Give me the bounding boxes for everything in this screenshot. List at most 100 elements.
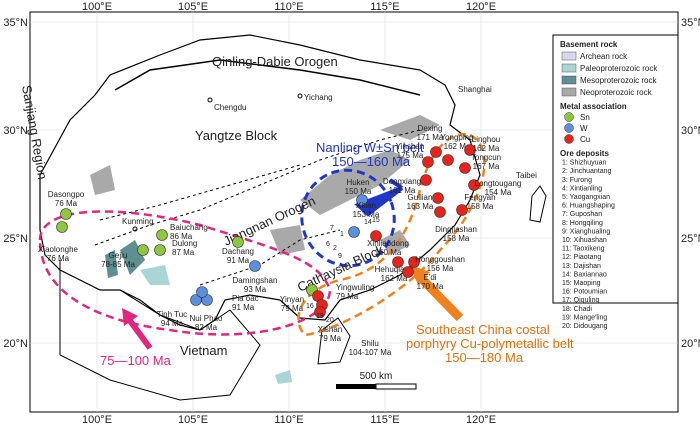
deposit-marker xyxy=(464,144,476,156)
deposit-marker xyxy=(232,236,244,248)
rock-patch xyxy=(105,250,118,278)
deposit-marker xyxy=(60,208,72,220)
place-label: Kunming xyxy=(122,217,154,226)
lon-tick-label: 120°E xyxy=(466,1,496,13)
deposit-name: Huken xyxy=(346,178,369,187)
deposit-name: Hehuqiang xyxy=(375,265,414,274)
place-label: Taibei xyxy=(516,171,537,180)
deposit-age: 76 Ma xyxy=(47,254,70,263)
deposit-name: Pia oac xyxy=(232,294,259,303)
legend-label: Mesoproterozoic rock xyxy=(580,76,657,85)
legend-label: 16: Potoumian xyxy=(562,289,607,296)
paleoproterozoic-patches xyxy=(140,265,292,384)
deposit-marker xyxy=(314,306,326,318)
deposit-name: Tongcun xyxy=(471,153,501,162)
legend-marker xyxy=(564,112,574,122)
coastal-arrow xyxy=(414,271,464,322)
legend-title: Basement rock xyxy=(560,40,618,49)
deposit-marker xyxy=(422,156,434,168)
legend-label: 18: Chadi xyxy=(562,306,592,313)
cluster-number: 19 xyxy=(316,313,324,320)
cluster-number: 6 xyxy=(326,241,330,248)
deposit-marker xyxy=(408,256,420,268)
deposit-marker xyxy=(154,244,166,256)
legend-label: Archean rock xyxy=(580,52,628,61)
lat-tick-label: 25°N xyxy=(3,233,28,245)
cluster-number: 15 xyxy=(372,217,380,224)
deposit-marker xyxy=(392,256,404,268)
deposit-name: Yingwuling xyxy=(336,283,374,292)
western-arrow xyxy=(125,316,153,350)
deposit-name: Dingjiashan xyxy=(435,225,477,234)
deposit-age: 94 Ma xyxy=(161,319,184,328)
nanling-arrow xyxy=(354,178,404,217)
deposit-name: Linghou xyxy=(472,135,500,144)
legend-label: Sn xyxy=(580,113,590,122)
nanling-belt xyxy=(300,168,396,268)
fault-line xyxy=(199,229,341,286)
deposit-marker xyxy=(456,204,468,216)
deposit-age: 170 Ma xyxy=(417,282,444,291)
deposit-name: Yongping xyxy=(440,133,473,142)
western-belt xyxy=(38,210,332,336)
deposit-name: Dongxiang xyxy=(383,177,421,186)
city-dot xyxy=(207,97,213,103)
legend-label: 10: Xihuashan xyxy=(562,237,607,244)
lon-tick-label: 120°E xyxy=(466,414,496,425)
deposit-name: Xitian xyxy=(356,201,376,210)
lon-tick-label: 105°E xyxy=(178,414,208,425)
deposit-age: 82 Ma xyxy=(195,323,218,332)
deposit-age: 150 Ma xyxy=(345,187,372,196)
belt-age: 75—100 Ma xyxy=(100,353,172,368)
deposit-name: Xiaolonghe xyxy=(38,245,79,254)
qinling-suture xyxy=(114,59,421,96)
deposit-age: 87 Ma xyxy=(172,248,195,257)
place-label: Chengdu xyxy=(214,103,246,112)
deposit-age: 171 Ma xyxy=(417,133,444,142)
deposit-marker xyxy=(137,244,149,256)
deposit-age: 104-107 Ma xyxy=(349,348,392,357)
rock-patch xyxy=(90,165,115,195)
fault-line xyxy=(99,164,301,221)
deposit-name: Xinliaodong xyxy=(367,239,409,248)
cluster-number: 16 xyxy=(306,303,314,310)
deposit-marker xyxy=(56,221,68,233)
deposit-name: Gejiu xyxy=(109,251,128,260)
deposit-age: 91 Ma xyxy=(232,303,255,312)
legend-label: 20: Didougang xyxy=(562,323,608,330)
deposit-name: Nui Phao xyxy=(190,314,223,323)
legend-title: Ore deposits xyxy=(560,149,609,158)
legend-label: 5: Yaogangxian xyxy=(562,194,610,201)
cluster-number: 1 xyxy=(340,231,344,238)
cluster-number: 9 xyxy=(338,253,342,260)
rock-patch xyxy=(140,265,170,285)
legend-label: 8: Hongqiling xyxy=(562,220,603,227)
legend: Basement rock Archean rock Paleoproterozoi… xyxy=(552,34,679,330)
deposit-age: 93 Ma xyxy=(244,285,267,294)
lat-tick-label: 30°N xyxy=(3,125,28,137)
legend-label: W xyxy=(580,124,588,133)
legend-title: Metal association xyxy=(560,102,627,111)
deposit-age: 158 Ma xyxy=(467,202,494,211)
legend-swatch xyxy=(561,63,577,73)
lat-tick-label: 25°N xyxy=(681,233,700,245)
lat-tick-label: 35°N xyxy=(3,17,28,29)
deposit-name: Honggoushan xyxy=(415,255,465,264)
lon-tick-label: 100°E xyxy=(82,414,112,425)
cluster-number: 20 xyxy=(326,317,334,324)
rock-patch xyxy=(275,370,292,384)
deposit-age: 160 Ma xyxy=(375,248,402,257)
taiwan-island xyxy=(529,185,547,223)
cluster-number: 14 xyxy=(364,219,372,226)
legend-label: 19: Mange'ling xyxy=(562,314,607,321)
legend-swatch xyxy=(561,87,577,97)
deposit-age: 162 Ma xyxy=(381,274,408,283)
deposit-name: Fengyan xyxy=(464,193,495,202)
deposit-marker xyxy=(402,266,414,278)
lat-tick-label: 20°N xyxy=(3,338,28,350)
deposit-name: Longtougang xyxy=(475,179,522,188)
legend-label: 12: Piaotang xyxy=(562,254,601,261)
lat-tick-label: 30°N xyxy=(681,125,700,137)
